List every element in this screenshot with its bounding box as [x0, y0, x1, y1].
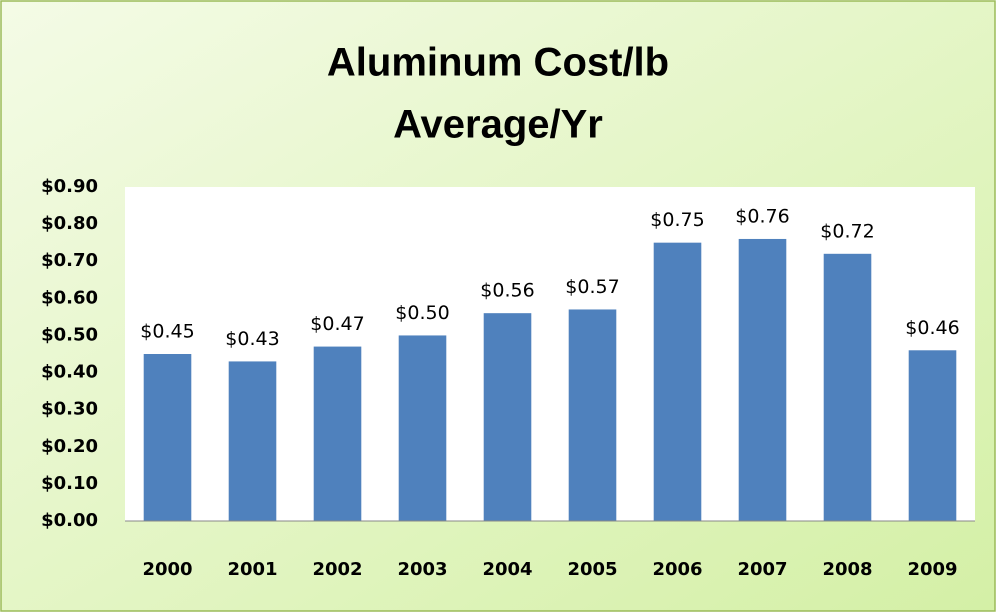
x-tick-label: 2001 — [227, 559, 277, 580]
y-tick-label: $0.40 — [41, 362, 98, 383]
bar — [228, 361, 277, 521]
chart-title: Average/Yr — [393, 103, 603, 147]
x-tick-label: 2005 — [567, 559, 617, 580]
bar — [568, 309, 617, 521]
x-tick-label: 2003 — [397, 559, 447, 580]
bar — [143, 354, 192, 521]
bar — [483, 313, 532, 521]
y-tick-label: $0.70 — [41, 250, 98, 271]
data-label: $0.46 — [905, 317, 959, 339]
x-tick-label: 2009 — [907, 559, 957, 580]
y-tick-label: $0.50 — [41, 324, 98, 345]
x-tick-label: 2008 — [822, 559, 872, 580]
y-tick-label: $0.00 — [41, 510, 98, 531]
x-tick-label: 2007 — [737, 559, 787, 580]
bar — [908, 350, 957, 521]
bar — [653, 242, 702, 521]
x-tick-label: 2004 — [482, 559, 532, 580]
bar — [738, 238, 787, 521]
data-label: $0.47 — [310, 313, 364, 335]
data-label: $0.75 — [650, 209, 704, 231]
x-tick-label: 2000 — [142, 559, 192, 580]
data-label: $0.56 — [480, 280, 534, 302]
y-tick-label: $0.60 — [41, 287, 98, 308]
bar — [398, 335, 447, 521]
y-tick-label: $0.20 — [41, 436, 98, 457]
bar — [823, 253, 872, 522]
data-label: $0.76 — [735, 205, 789, 227]
bar — [313, 346, 362, 521]
data-label: $0.43 — [225, 328, 279, 350]
data-label: $0.57 — [565, 276, 619, 298]
data-label: $0.50 — [395, 302, 449, 324]
y-tick-label: $0.30 — [41, 399, 98, 420]
y-tick-label: $0.10 — [41, 473, 98, 494]
y-tick-label: $0.90 — [41, 176, 98, 197]
chart-title: Aluminum Cost/lb — [327, 41, 669, 85]
x-tick-label: 2002 — [312, 559, 362, 580]
y-tick-label: $0.80 — [41, 213, 98, 234]
data-label: $0.45 — [140, 321, 194, 343]
x-tick-label: 2006 — [652, 559, 702, 580]
data-label: $0.72 — [820, 220, 874, 242]
